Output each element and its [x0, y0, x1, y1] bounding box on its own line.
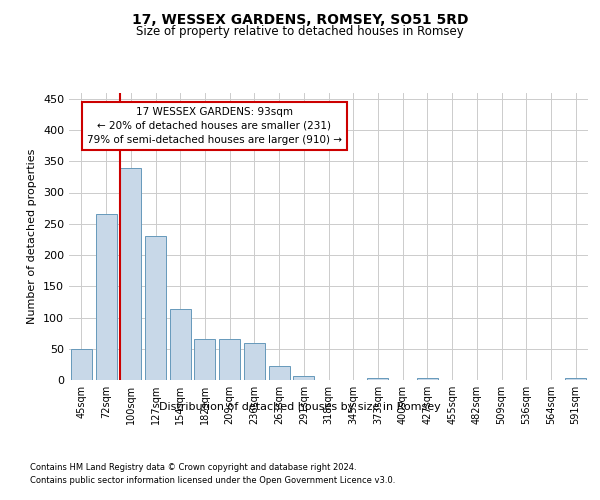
Bar: [244, 342, 265, 380]
Bar: [71, 349, 92, 380]
Text: Contains HM Land Registry data © Crown copyright and database right 2024.: Contains HM Land Registry data © Crown c…: [30, 462, 356, 471]
Bar: [95, 214, 116, 380]
Bar: [170, 310, 191, 380]
Text: Distribution of detached houses by size in Romsey: Distribution of detached houses by size …: [159, 402, 441, 412]
Bar: [219, 340, 240, 380]
Bar: [565, 378, 586, 380]
Text: Contains public sector information licensed under the Open Government Licence v3: Contains public sector information licen…: [30, 476, 395, 485]
Bar: [194, 339, 215, 380]
Text: 17 WESSEX GARDENS: 93sqm
← 20% of detached houses are smaller (231)
79% of semi-: 17 WESSEX GARDENS: 93sqm ← 20% of detach…: [87, 107, 342, 145]
Bar: [269, 366, 290, 380]
Bar: [145, 236, 166, 380]
Bar: [293, 376, 314, 380]
Text: Size of property relative to detached houses in Romsey: Size of property relative to detached ho…: [136, 25, 464, 38]
Bar: [367, 378, 388, 380]
Text: 17, WESSEX GARDENS, ROMSEY, SO51 5RD: 17, WESSEX GARDENS, ROMSEY, SO51 5RD: [132, 12, 468, 26]
Bar: [120, 168, 141, 380]
Y-axis label: Number of detached properties: Number of detached properties: [28, 148, 37, 324]
Bar: [417, 378, 438, 380]
